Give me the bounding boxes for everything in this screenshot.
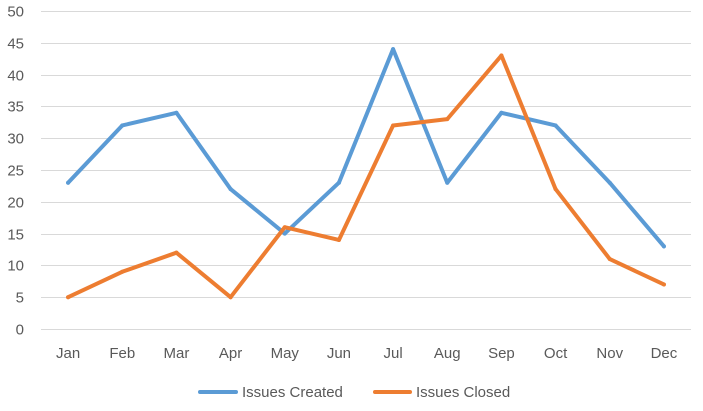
series-line — [66, 47, 666, 249]
series-issues-created — [66, 47, 666, 249]
legend-item: Issues Closed — [373, 384, 510, 401]
data-point — [120, 269, 125, 274]
y-tick-label: 50 — [7, 4, 24, 21]
series-lines — [66, 47, 666, 300]
series-line — [66, 53, 666, 300]
data-point — [228, 295, 233, 300]
data-point — [120, 123, 125, 128]
data-point — [282, 225, 287, 230]
data-point — [174, 110, 179, 115]
x-tick-label: May — [271, 345, 300, 362]
y-tick-label: 5 — [16, 290, 24, 307]
x-tick-label: Nov — [596, 345, 623, 362]
x-tick-label: Jun — [327, 345, 351, 362]
data-point — [336, 180, 341, 185]
legend-label: Issues Created — [242, 384, 343, 401]
y-tick-label: 20 — [7, 195, 24, 212]
data-point — [445, 180, 450, 185]
series-issues-closed — [66, 53, 666, 300]
y-axis-tick-labels: 0 5 10 15 20 25 30 35 40 45 50 — [7, 4, 24, 339]
x-tick-label: Aug — [434, 345, 461, 362]
data-point — [499, 110, 504, 115]
data-point — [228, 187, 233, 192]
data-point — [66, 180, 71, 185]
y-tick-label: 15 — [7, 227, 24, 244]
data-point — [391, 47, 396, 52]
data-point — [607, 180, 612, 185]
x-tick-label: Mar — [163, 345, 189, 362]
x-tick-label: Oct — [544, 345, 568, 362]
data-point — [553, 187, 558, 192]
data-point — [282, 231, 287, 236]
x-tick-label: Feb — [109, 345, 135, 362]
data-point — [499, 53, 504, 58]
legend-item: Issues Created — [198, 384, 343, 401]
legend-label: Issues Closed — [416, 384, 510, 401]
x-tick-label: Sep — [488, 345, 515, 362]
data-point — [174, 250, 179, 255]
x-axis-tick-labels: Jan Feb Mar Apr May Jun Jul Aug Sep Oct Nov Dec — [56, 345, 678, 362]
data-point — [661, 244, 666, 249]
x-tick-label: Apr — [219, 345, 242, 362]
y-tick-label: 25 — [7, 163, 24, 180]
data-point — [66, 295, 71, 300]
data-point — [445, 117, 450, 122]
x-tick-label: Dec — [651, 345, 678, 362]
x-tick-label: Jan — [56, 345, 80, 362]
x-tick-label: Jul — [383, 345, 402, 362]
data-point — [661, 282, 666, 287]
data-point — [607, 257, 612, 262]
y-tick-label: 10 — [7, 258, 24, 275]
y-tick-label: 30 — [7, 131, 24, 148]
gridlines — [41, 11, 691, 330]
data-point — [553, 123, 558, 128]
data-point — [391, 123, 396, 128]
y-tick-label: 40 — [7, 68, 24, 85]
data-point — [336, 237, 341, 242]
y-tick-label: 35 — [7, 99, 24, 116]
legend: Issues Created Issues Closed — [198, 384, 510, 401]
y-tick-label: 45 — [7, 36, 24, 53]
y-tick-label: 0 — [16, 322, 24, 339]
